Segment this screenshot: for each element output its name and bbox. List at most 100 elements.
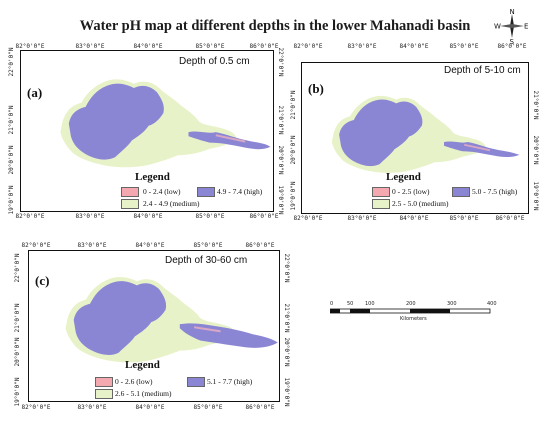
compass-e: E [524,23,528,31]
lon-tick-top-c-3: 85°0'0"E [193,242,223,249]
lon-tick-bot-a-4: 86°0'0"E [249,213,279,220]
compass-n: N [510,8,515,16]
scale-tick-200: 200 [406,301,416,307]
lon-tick-bot-c-0: 82°0'0"E [21,404,51,411]
lon-tick-bot-b-1: 83°0'0"E [347,215,377,222]
map-a-basin [60,79,271,168]
legend-title-a: Legend [135,171,170,183]
lon-tick-bot-b-3: 85°0'0"E [449,215,479,222]
scale-tick-100: 100 [365,301,375,307]
zone-high-tail-a [188,131,271,150]
depth-label-b: Depth of 5-10 cm [444,65,521,76]
lon-tick-top-a-1: 83°0'0"E [75,43,105,50]
lon-tick-top-b-4: 86°0'0"E [497,43,527,50]
lon-tick-bot-b-2: 84°0'0"E [399,215,429,222]
map-frame-b: (b) Depth of 5-10 cm Legend 0 - 2.5 (low… [301,62,529,214]
lon-tick-bot-c-4: 86°0'0"E [245,404,275,411]
legend-swatch-low-a [121,187,139,197]
lon-tick-top-a-2: 84°0'0"E [133,43,163,50]
panel-label-b: (b) [308,81,324,96]
panel-label-c: (c) [35,273,50,288]
lon-tick-top-c-2: 84°0'0"E [135,242,165,249]
lon-tick-bot-c-1: 83°0'0"E [77,404,107,411]
scale-tick-0: 0 [330,301,333,307]
lon-tick-bot-b-4: 86°0'0"E [495,215,525,222]
lon-tick-bot-a-0: 82°0'0"E [15,213,45,220]
legend-swatch-high-a [197,187,215,197]
legend-label-low-a: 0 - 2.4 (low) [143,187,181,196]
lon-tick-bot-a-2: 84°0'0"E [133,213,163,220]
map-b-basin [331,95,520,173]
legend-label-medium-c: 2.6 - 5.1 (medium) [115,389,172,398]
zone-river-a [215,134,246,143]
legend-swatch-high-b [452,187,470,197]
lat-tick-right-c-2: 20°0'0"N [283,337,290,367]
scale-unit: Kilometers [400,316,427,322]
lat-tick-right-a-1: 21°0'0"N [277,105,284,135]
legend-label-high-b: 5.0 - 7.5 (high) [472,187,518,196]
lat-tick-right-b-2: 19°0'0"N [532,181,539,211]
figure-title: Water pH map at different depths in the … [79,18,471,34]
lon-tick-top-c-0: 82°0'0"E [21,242,51,249]
lon-tick-bot-b-0: 82°0'0"E [293,215,323,222]
lat-tick-left-a-1: 21°0'0"N [8,105,15,135]
lon-tick-top-b-3: 85°0'0"E [449,43,479,50]
scale-tick-50: 50 [347,301,353,307]
lat-tick-left-c-3: 19°0'0"N [14,377,21,407]
lon-tick-top-b-0: 82°0'0"E [293,43,323,50]
lon-tick-top-c-1: 83°0'0"E [77,242,107,249]
lat-tick-left-a-0: 22°0'0"N [8,47,15,77]
legend-label-high-a: 4.9 - 7.4 (high) [217,187,263,196]
lon-tick-top-b-2: 84°0'0"E [399,43,429,50]
lon-tick-top-a-4: 86°0'0"E [249,43,279,50]
legend-label-medium-b: 2.5 - 5.0 (medium) [392,199,449,208]
panel-label-a: (a) [27,85,43,100]
map-c-basin [65,277,278,363]
compass-s: S [510,38,515,44]
lon-tick-bot-a-3: 85°0'0"E [195,213,225,220]
compass-w: W [494,23,501,31]
lon-tick-top-a-3: 85°0'0"E [195,43,225,50]
lat-tick-left-b-0: 21°0'0"N [290,90,297,120]
lat-tick-right-c-1: 21°0'0"N [283,303,290,333]
scale-tick-300: 300 [447,301,457,307]
lon-tick-bot-a-1: 83°0'0"E [75,213,105,220]
lon-tick-bot-c-2: 84°0'0"E [135,404,165,411]
lat-tick-left-c-0: 22°0'0"N [14,253,21,283]
lat-tick-left-b-2: 19°0'0"N [290,181,297,211]
lat-tick-left-c-1: 21°0'0"N [14,303,21,333]
legend-label-high-c: 5.1 - 7.7 (high) [207,377,253,386]
legend-label-medium-a: 2.4 - 4.9 (medium) [143,199,200,208]
lat-tick-right-a-3: 19°0'0"N [277,185,284,215]
depth-label-a: Depth of 0.5 cm [179,56,250,67]
lon-tick-bot-c-3: 85°0'0"E [193,404,223,411]
legend-title-c: Legend [125,359,160,371]
scale-tick-400: 400 [487,301,497,307]
lat-tick-right-b-1: 20°0'0"N [532,135,539,165]
lat-tick-right-b-0: 21°0'0"N [532,90,539,120]
legend-swatch-low-c [95,377,113,387]
map-frame-c: (c) Depth of 30-60 cm Legend 0 - 2.6 (lo… [28,250,280,402]
north-arrow-icon: N S E W [494,8,528,44]
lon-tick-top-c-4: 86°0'0"E [245,242,275,249]
lon-tick-top-a-0: 82°0'0"E [15,43,45,50]
depth-label-c: Depth of 30-60 cm [165,255,248,266]
legend-title-b: Legend [386,171,421,183]
map-frame-a: (a) Depth of 0.5 cm Legend 0 - 2.4 (low)… [20,50,274,212]
lat-tick-left-a-3: 19°0'0"N [8,185,15,215]
lat-tick-left-c-2: 20°0'0"N [14,337,21,367]
lat-tick-right-a-2: 20°0'0"N [277,145,284,175]
legend-swatch-medium-b [372,199,390,209]
lat-tick-right-c-3: 19°0'0"N [283,377,290,407]
zone-river-b [464,143,490,152]
legend-swatch-high-c [187,377,205,387]
lat-tick-right-a-0: 22°0'0"N [277,47,284,77]
legend-swatch-low-b [372,187,390,197]
legend-label-low-c: 0 - 2.6 (low) [115,377,153,386]
legend-swatch-medium-c [95,389,113,399]
lat-tick-left-a-2: 20°0'0"N [8,145,15,175]
legend-label-low-b: 0 - 2.5 (low) [392,187,430,196]
zone-river-c [194,326,221,333]
lon-tick-top-b-1: 83°0'0"E [347,43,377,50]
lat-tick-left-b-1: 20°0'0"N [290,135,297,165]
